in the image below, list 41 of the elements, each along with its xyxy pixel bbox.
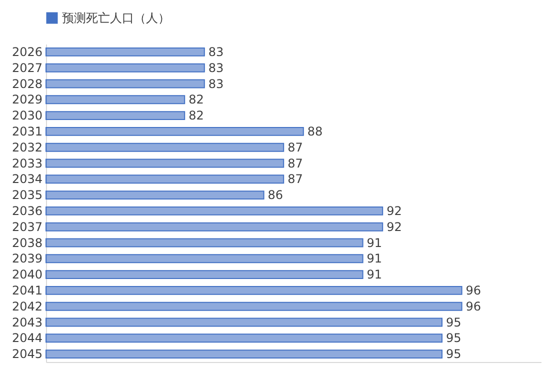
y-tick-label: 2041 (12, 283, 42, 298)
data-label: 82 (188, 92, 204, 107)
data-label: 96 (466, 283, 482, 298)
y-tick-label: 2033 (12, 156, 42, 170)
y-tick-label: 2039 (12, 252, 42, 266)
y-tick-label: 2042 (12, 299, 42, 314)
data-label: 87 (288, 172, 303, 186)
y-tick-label: 2044 (12, 331, 42, 346)
legend-label: 预测死亡人口（人） (62, 11, 170, 25)
y-tick-label: 2040 (12, 268, 42, 282)
y-tick-label: 2029 (12, 92, 42, 107)
y-tick-label: 2035 (12, 188, 42, 202)
y-tick-label: 2034 (12, 172, 42, 186)
y-tick-label: 2031 (12, 124, 42, 138)
data-label: 87 (288, 140, 303, 154)
y-tick-label: 2027 (12, 60, 42, 75)
data-label: 82 (188, 108, 204, 123)
data-label: 95 (446, 315, 462, 330)
data-label: 92 (386, 204, 402, 218)
y-tick-label: 2038 (12, 236, 42, 250)
data-label: 91 (366, 268, 382, 282)
data-label: 95 (446, 331, 462, 346)
data-label: 88 (307, 124, 323, 138)
y-tick-label: 2043 (12, 315, 42, 330)
y-tick-label: 2037 (12, 220, 42, 234)
data-label: 92 (386, 220, 402, 234)
data-label: 91 (366, 236, 382, 250)
data-label: 87 (288, 156, 303, 170)
y-tick-label: 2028 (12, 76, 42, 91)
data-label: 91 (366, 252, 382, 266)
y-tick-label: 2036 (12, 204, 42, 218)
data-label: 83 (208, 76, 224, 91)
data-label: 86 (268, 188, 284, 202)
y-tick-label: 2032 (12, 140, 42, 154)
data-label: 83 (208, 60, 224, 75)
data-label: 96 (466, 299, 482, 314)
y-tick-label: 2026 (12, 44, 42, 59)
y-tick-label: 2030 (12, 108, 42, 123)
data-label: 95 (446, 347, 462, 362)
data-label: 83 (208, 44, 224, 59)
y-tick-label: 2045 (12, 347, 42, 362)
